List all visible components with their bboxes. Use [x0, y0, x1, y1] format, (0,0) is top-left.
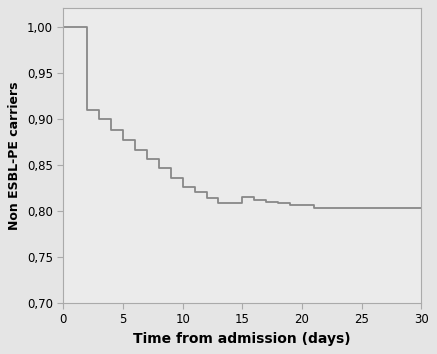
X-axis label: Time from admission (days): Time from admission (days) [133, 332, 351, 346]
Y-axis label: Non ESBL-PE carriers: Non ESBL-PE carriers [8, 81, 21, 230]
